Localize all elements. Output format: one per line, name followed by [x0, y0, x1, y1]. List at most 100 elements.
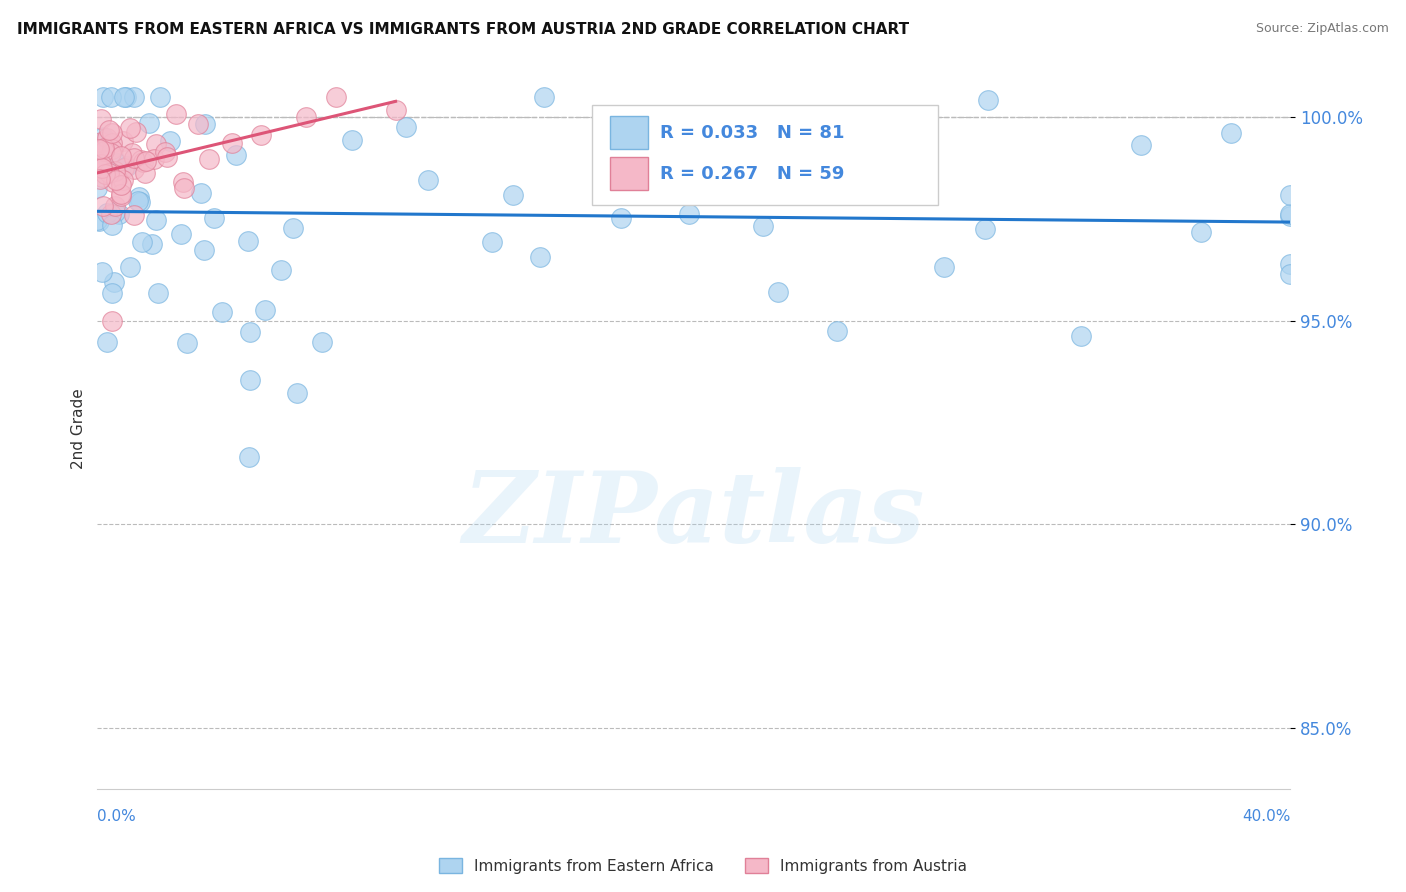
- Point: [118, 121, 141, 136]
- Point: [105, 155, 128, 169]
- Point: [94, 136, 117, 151]
- Point: [977, 93, 1000, 107]
- Point: [87, 145, 110, 160]
- Point: [94, 167, 117, 181]
- Point: [100, 90, 122, 104]
- Point: [187, 117, 209, 131]
- Point: [93, 141, 115, 155]
- Point: [134, 166, 156, 180]
- Point: [107, 170, 129, 185]
- Point: [89, 157, 111, 171]
- Point: [91, 170, 114, 185]
- Point: [143, 153, 166, 167]
- Point: [104, 173, 127, 187]
- Point: [681, 170, 703, 185]
- Point: [89, 172, 111, 186]
- Point: [1279, 209, 1302, 223]
- Point: [127, 194, 149, 208]
- Text: 0.0%: 0.0%: [97, 809, 136, 824]
- Point: [239, 326, 262, 340]
- Point: [416, 172, 439, 186]
- Point: [159, 134, 181, 148]
- Point: [104, 199, 127, 213]
- Point: [100, 207, 122, 221]
- Point: [481, 235, 503, 249]
- Point: [90, 135, 112, 149]
- Point: [815, 158, 838, 172]
- Point: [104, 164, 127, 178]
- Point: [101, 285, 124, 300]
- Point: [138, 116, 160, 130]
- Point: [170, 227, 193, 241]
- Point: [155, 145, 177, 160]
- Text: R = 0.033   N = 81: R = 0.033 N = 81: [661, 124, 845, 142]
- Point: [533, 90, 555, 104]
- Point: [93, 199, 115, 213]
- Point: [128, 190, 150, 204]
- Point: [114, 90, 136, 104]
- Point: [91, 90, 114, 104]
- Point: [103, 175, 125, 189]
- Point: [1219, 127, 1241, 141]
- Point: [610, 211, 633, 225]
- Point: [87, 214, 110, 228]
- Point: [253, 303, 276, 318]
- Point: [118, 260, 141, 274]
- Point: [108, 162, 131, 177]
- Point: [90, 112, 112, 127]
- Point: [974, 222, 997, 236]
- Point: [100, 136, 122, 150]
- Point: [91, 161, 114, 175]
- Point: [211, 305, 233, 319]
- Point: [108, 207, 131, 221]
- Point: [110, 178, 132, 192]
- Point: [1279, 257, 1302, 271]
- Point: [225, 147, 247, 161]
- Point: [145, 136, 167, 151]
- Point: [1279, 187, 1302, 202]
- Point: [122, 162, 145, 177]
- Point: [155, 150, 177, 164]
- Point: [96, 334, 118, 349]
- Text: ZIPatlas: ZIPatlas: [463, 467, 925, 564]
- Point: [221, 136, 243, 151]
- Point: [606, 150, 628, 164]
- Point: [1279, 207, 1302, 221]
- Point: [122, 90, 145, 104]
- Point: [281, 221, 304, 235]
- Point: [86, 213, 108, 227]
- Point: [90, 265, 112, 279]
- Point: [110, 189, 132, 203]
- Point: [96, 206, 118, 220]
- Point: [101, 142, 124, 156]
- Point: [112, 90, 135, 104]
- Point: [91, 158, 114, 172]
- Point: [111, 134, 134, 148]
- Point: [285, 386, 308, 401]
- Point: [104, 205, 127, 219]
- Point: [111, 173, 134, 187]
- Point: [96, 131, 118, 145]
- Text: IMMIGRANTS FROM EASTERN AFRICA VS IMMIGRANTS FROM AUSTRIA 2ND GRADE CORRELATION : IMMIGRANTS FROM EASTERN AFRICA VS IMMIGR…: [17, 22, 910, 37]
- Point: [87, 161, 110, 176]
- Point: [89, 142, 111, 156]
- Point: [678, 207, 700, 221]
- Point: [752, 219, 775, 233]
- Point: [825, 324, 848, 338]
- Point: [100, 127, 122, 141]
- Point: [194, 117, 217, 131]
- Point: [502, 187, 524, 202]
- Y-axis label: 2nd Grade: 2nd Grade: [72, 388, 86, 469]
- FancyBboxPatch shape: [610, 157, 648, 190]
- Point: [238, 450, 260, 465]
- Point: [132, 155, 155, 169]
- Point: [340, 133, 363, 147]
- Legend: Immigrants from Eastern Africa, Immigrants from Austria: Immigrants from Eastern Africa, Immigran…: [433, 852, 973, 880]
- Point: [613, 139, 636, 153]
- Point: [202, 211, 225, 225]
- Point: [190, 186, 212, 200]
- Point: [932, 260, 955, 275]
- Point: [295, 110, 318, 124]
- Point: [820, 152, 842, 166]
- Point: [135, 153, 157, 168]
